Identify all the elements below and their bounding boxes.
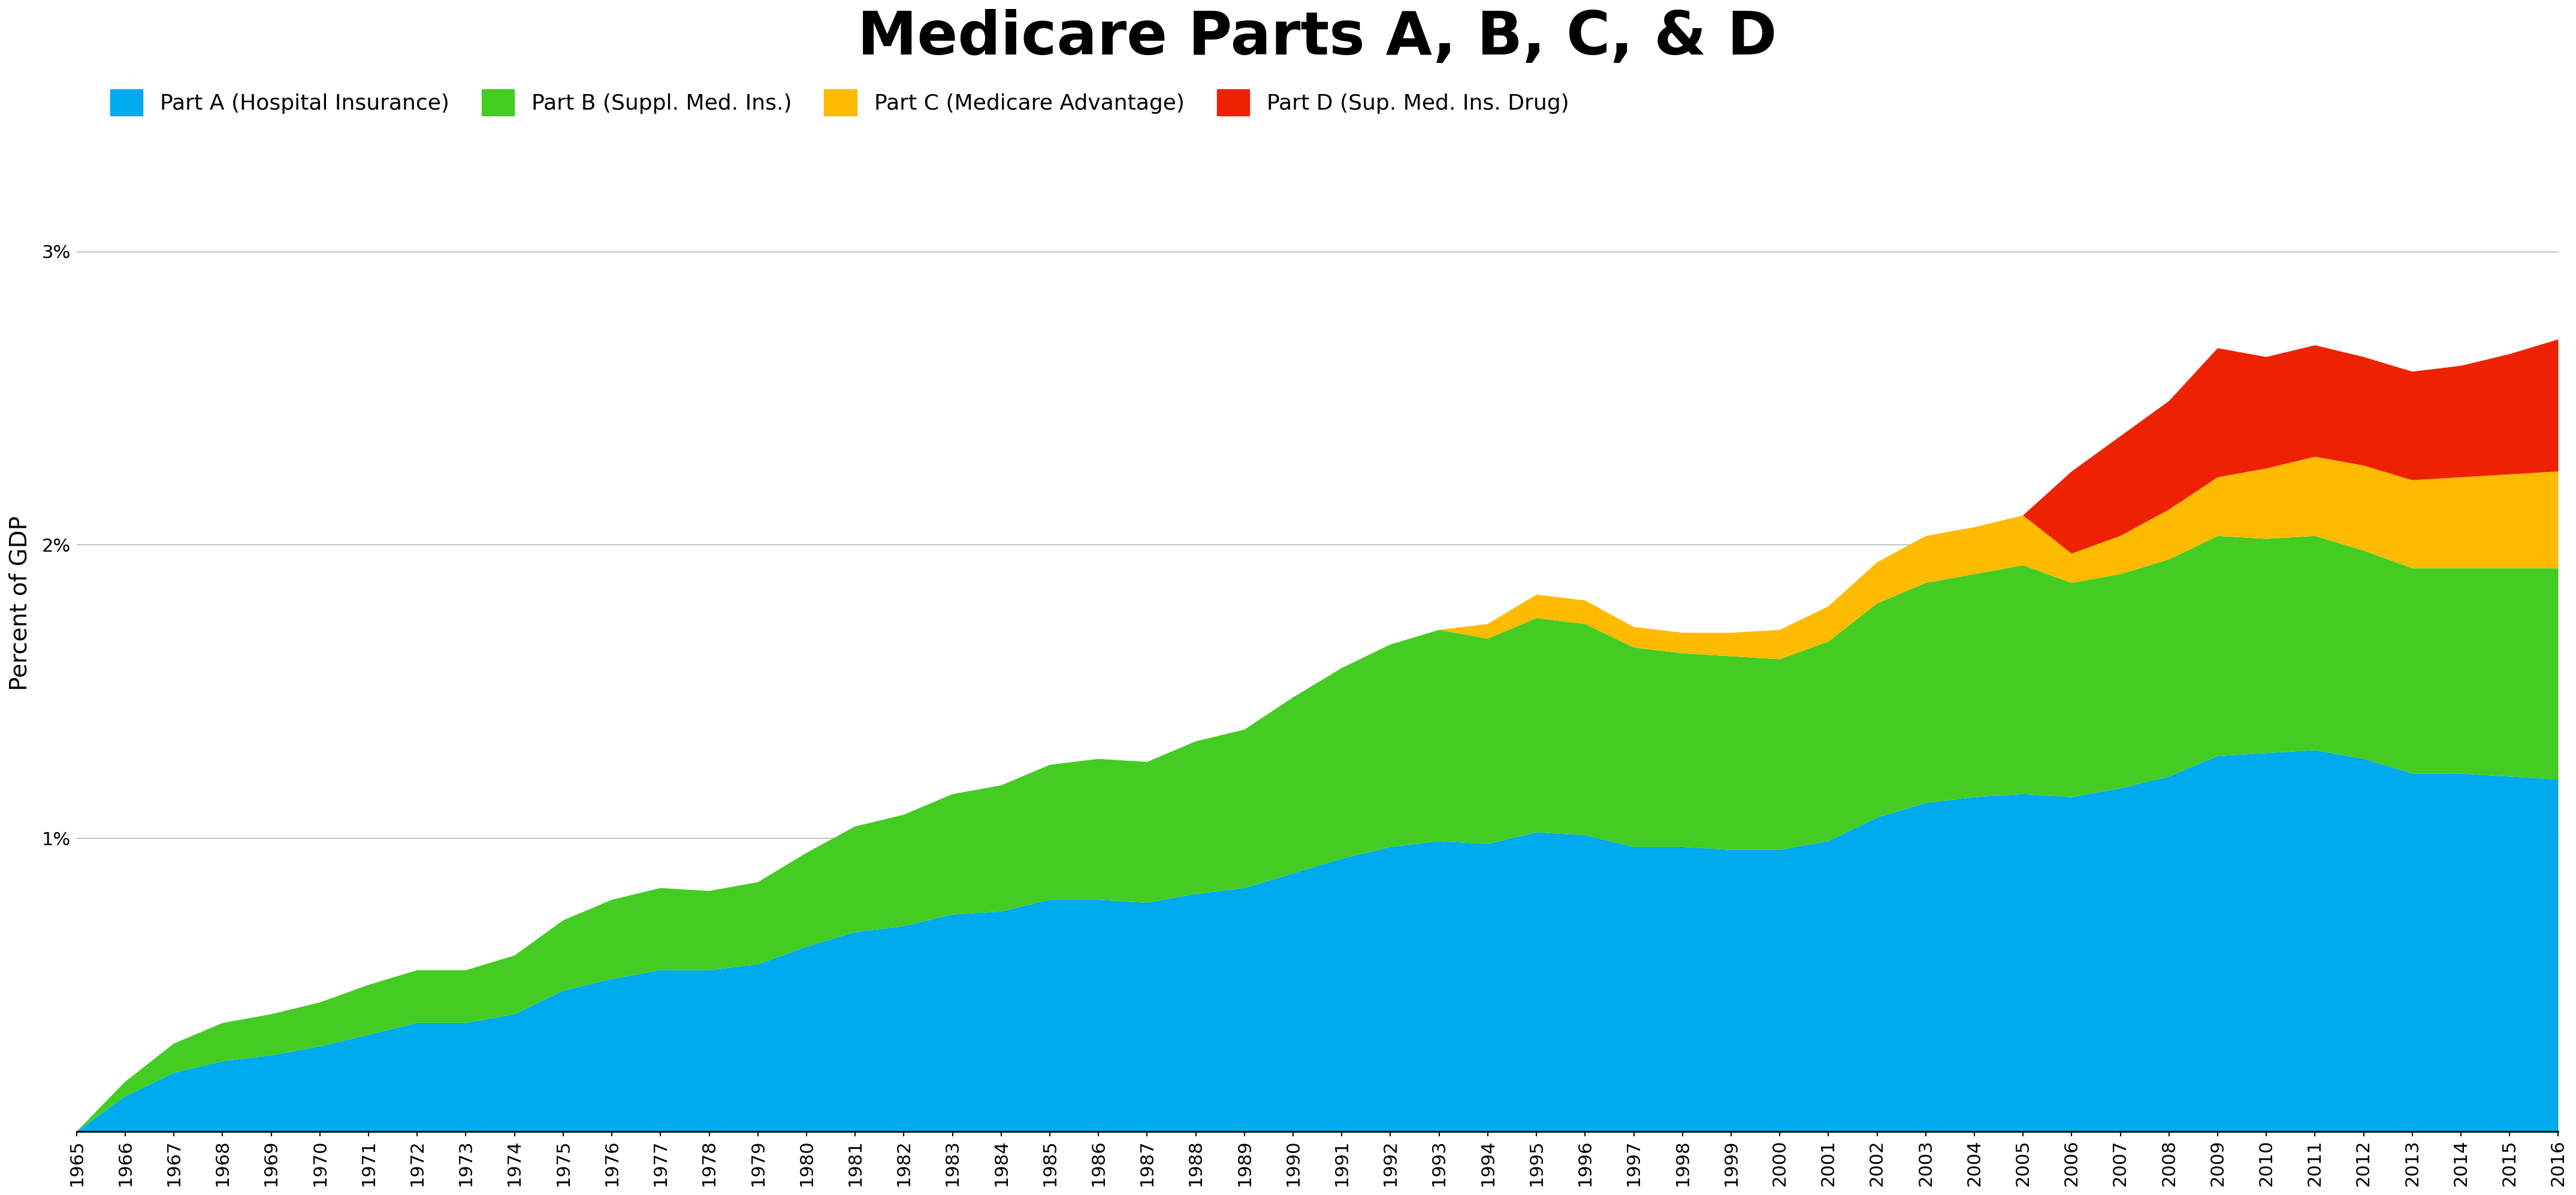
Legend: Part A (Hospital Insurance), Part B (Suppl. Med. Ins.), Part C (Medicare Advanta: Part A (Hospital Insurance), Part B (Sup…: [100, 80, 1577, 124]
Y-axis label: Percent of GDP: Percent of GDP: [8, 516, 31, 691]
Title: Medicare Parts A, B, C, & D: Medicare Parts A, B, C, & D: [858, 10, 1777, 67]
